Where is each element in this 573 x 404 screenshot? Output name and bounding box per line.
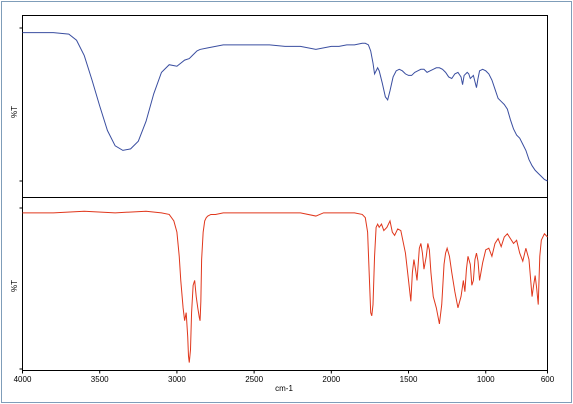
x-tick-label: 3500 xyxy=(91,375,109,384)
x-tick-label: 3000 xyxy=(168,375,186,384)
bottom-spectrum-line xyxy=(22,210,548,363)
x-tick-label: 1000 xyxy=(477,375,495,384)
bottom-panel-y-ticks xyxy=(19,207,23,370)
top-panel-ylabel: %T xyxy=(10,106,19,118)
top-spectrum-line xyxy=(22,32,548,182)
x-tick-label: 600 xyxy=(541,375,555,384)
x-tick-label: 2000 xyxy=(322,375,340,384)
top-panel-y-ticks xyxy=(19,27,23,182)
plot-area xyxy=(22,15,548,371)
x-axis-label: cm-1 xyxy=(275,384,293,393)
bottom-panel-ylabel: %T xyxy=(10,280,19,292)
x-tick-label: 2500 xyxy=(245,375,263,384)
x-axis: 4000 3500 3000 2500 2000 1500 1000 600 xyxy=(14,370,555,384)
x-tick-label: 4000 xyxy=(14,375,32,384)
x-tick-label: 1500 xyxy=(400,375,418,384)
